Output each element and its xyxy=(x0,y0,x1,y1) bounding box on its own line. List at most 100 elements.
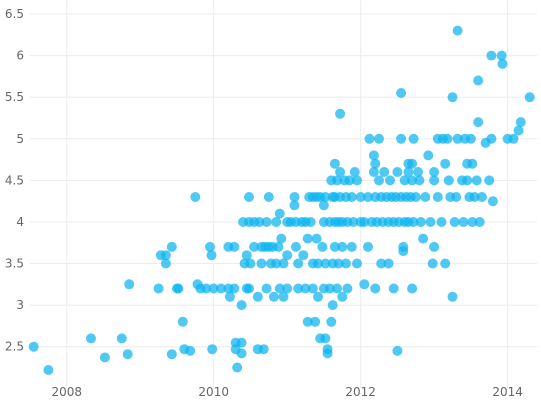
data-point xyxy=(425,217,436,227)
data-point xyxy=(486,133,497,144)
data-point xyxy=(282,250,293,261)
data-point xyxy=(368,167,379,177)
data-point xyxy=(352,175,362,186)
data-point xyxy=(274,208,285,219)
data-point xyxy=(166,349,177,360)
data-point xyxy=(423,150,434,161)
data-point xyxy=(289,200,300,211)
data-point xyxy=(28,341,39,352)
data-point xyxy=(447,291,458,302)
data-point xyxy=(116,333,127,344)
data-point xyxy=(274,283,285,294)
data-point xyxy=(471,175,482,186)
data-point xyxy=(252,291,263,302)
data-point xyxy=(352,258,362,269)
data-point xyxy=(414,175,425,186)
data-point xyxy=(346,241,357,252)
data-point xyxy=(465,133,476,144)
data-point xyxy=(205,241,215,252)
y-tick-label: 6.5 xyxy=(5,7,24,21)
data-point xyxy=(487,196,498,207)
data-point xyxy=(474,217,485,227)
y-tick-label: 3 xyxy=(16,298,24,312)
data-point xyxy=(258,344,269,355)
data-point xyxy=(160,250,171,261)
data-point xyxy=(524,92,535,103)
data-point xyxy=(363,241,373,252)
data-point xyxy=(408,133,419,144)
data-points xyxy=(28,25,535,375)
data-point xyxy=(326,316,337,327)
data-point xyxy=(291,241,301,252)
data-point xyxy=(413,167,423,177)
data-point xyxy=(396,133,407,144)
data-point xyxy=(376,258,387,269)
data-point xyxy=(201,283,212,294)
y-tick-label: 4.5 xyxy=(5,173,24,187)
data-point xyxy=(216,283,226,294)
data-point xyxy=(420,192,431,202)
data-point xyxy=(282,283,293,294)
data-point xyxy=(320,258,331,269)
data-point xyxy=(407,175,418,186)
data-point xyxy=(206,250,217,261)
data-point xyxy=(166,241,177,252)
x-tick-label: 2012 xyxy=(345,385,376,399)
y-tick-label: 6 xyxy=(16,49,24,63)
data-point xyxy=(403,167,414,177)
data-point xyxy=(289,192,300,202)
data-point xyxy=(263,192,274,202)
data-point xyxy=(513,125,524,136)
data-point xyxy=(122,349,133,360)
data-point xyxy=(160,258,171,269)
data-point xyxy=(452,133,463,144)
data-point xyxy=(327,300,338,311)
data-point xyxy=(320,333,331,344)
data-point xyxy=(313,291,323,302)
x-tick-label: 2014 xyxy=(492,385,523,399)
data-point xyxy=(244,192,254,202)
data-point xyxy=(318,200,329,211)
data-point xyxy=(317,241,328,252)
data-point xyxy=(379,167,390,177)
data-point xyxy=(398,246,409,257)
data-point xyxy=(207,344,218,355)
data-point xyxy=(383,258,394,269)
data-point xyxy=(370,158,381,169)
data-point xyxy=(370,283,381,294)
data-point xyxy=(271,217,282,227)
x-tick-label: 2010 xyxy=(198,385,229,399)
data-point xyxy=(307,283,318,294)
data-point xyxy=(310,316,321,327)
data-point xyxy=(515,117,526,128)
data-point xyxy=(335,167,346,177)
y-tick-label: 3.5 xyxy=(5,257,24,271)
data-point xyxy=(368,150,379,161)
data-point xyxy=(324,283,335,294)
data-point xyxy=(497,58,508,69)
data-point xyxy=(332,283,343,294)
data-point xyxy=(449,217,460,227)
data-point xyxy=(278,291,289,302)
data-point xyxy=(344,175,355,186)
data-point xyxy=(337,241,348,252)
data-point xyxy=(273,241,284,252)
data-point xyxy=(86,333,96,344)
data-point xyxy=(429,175,440,186)
data-point xyxy=(300,283,311,294)
data-point xyxy=(355,192,366,202)
data-point xyxy=(467,158,478,169)
data-point xyxy=(254,217,265,227)
data-point xyxy=(298,250,309,261)
data-point xyxy=(363,192,373,202)
data-point xyxy=(508,133,519,144)
data-point xyxy=(462,175,473,186)
data-point xyxy=(43,365,54,375)
data-point xyxy=(364,133,375,144)
data-point xyxy=(396,88,407,98)
y-tick-label: 5.5 xyxy=(5,90,24,104)
data-point xyxy=(261,217,272,227)
data-point xyxy=(442,133,453,144)
data-point xyxy=(185,345,196,356)
data-point xyxy=(415,217,426,227)
